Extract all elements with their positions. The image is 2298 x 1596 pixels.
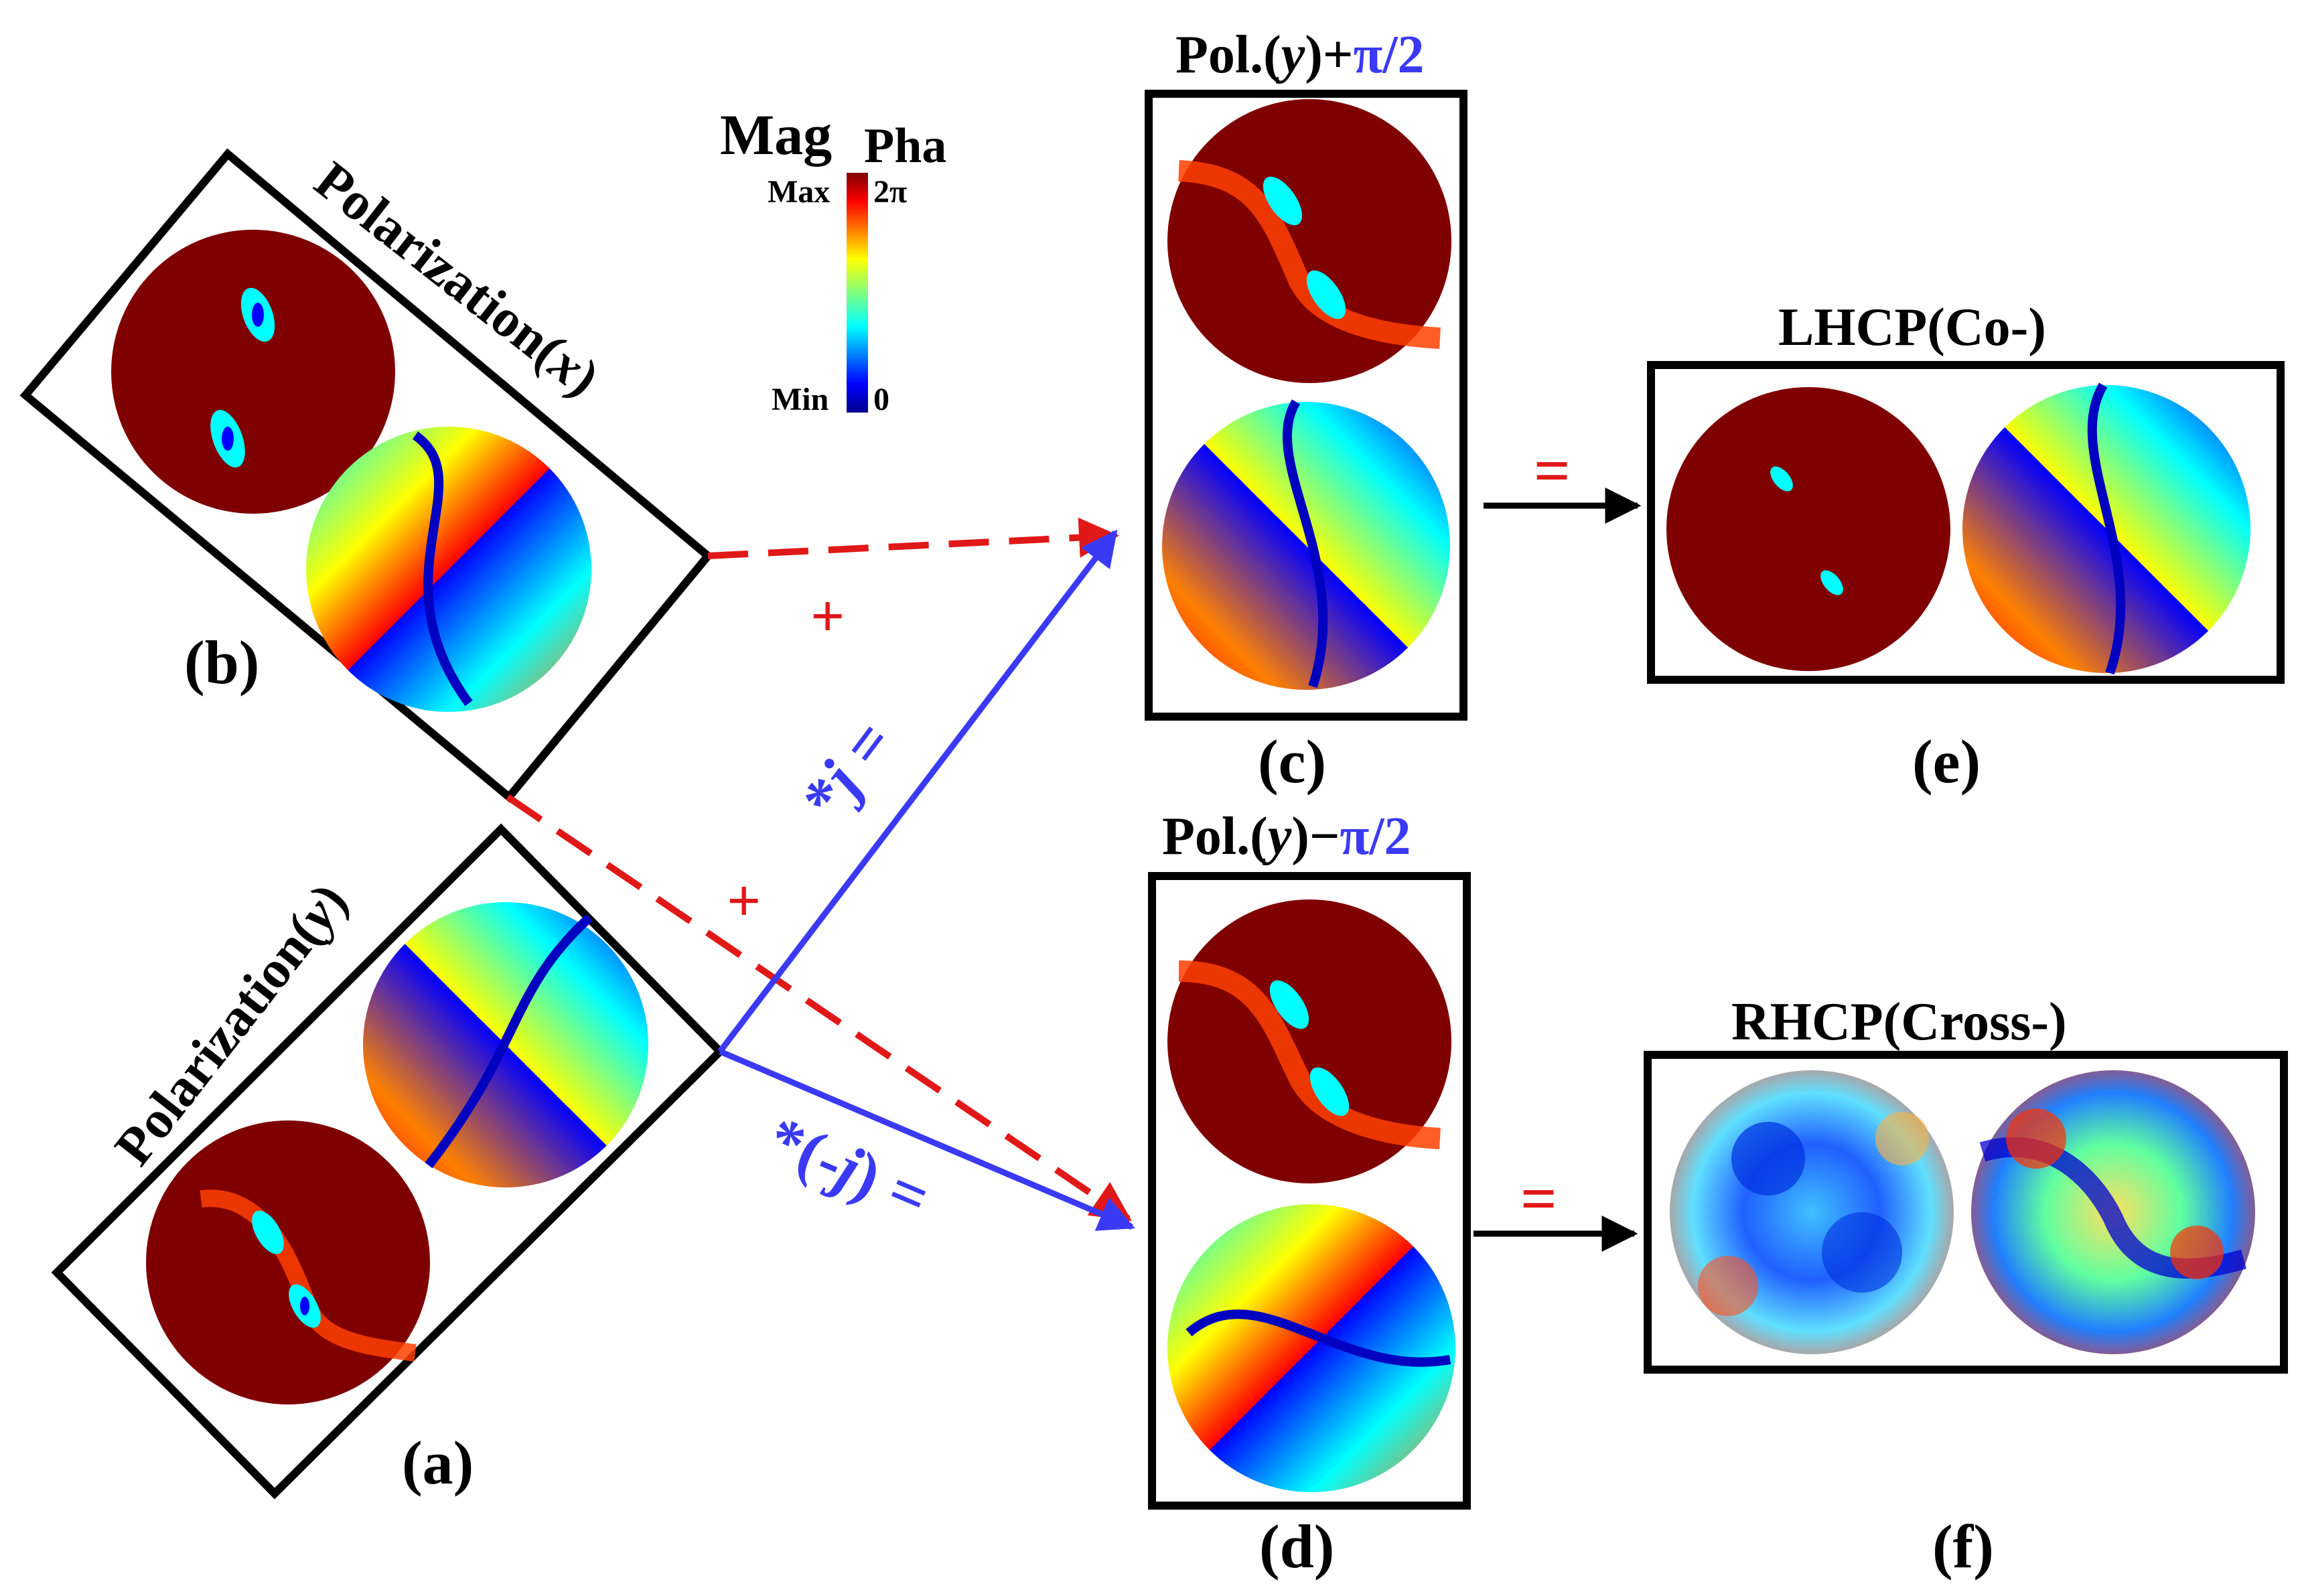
colorbar-mag-max: Max bbox=[768, 174, 830, 210]
panel-d-frame bbox=[1148, 872, 1471, 1510]
panel-b-label: (b) bbox=[184, 628, 259, 697]
blue-arrow-a-to-d bbox=[719, 1048, 1135, 1231]
panel-c-magnitude bbox=[1167, 99, 1451, 383]
panel-a: Polarization(y) (a) bbox=[51, 823, 726, 1500]
panel-e-label: (e) bbox=[1912, 727, 1981, 796]
red-dashed-arrow-b-to-d bbox=[506, 794, 1132, 1222]
colorbar-pha-title: Pha bbox=[864, 119, 946, 173]
panel-e-frame bbox=[1647, 361, 2285, 684]
times-neg-j-label: *(-j) = bbox=[758, 1102, 940, 1234]
panel-e: LHCP(Co-) (e) bbox=[1647, 298, 2285, 796]
panel-c-frame bbox=[1145, 90, 1467, 721]
colorbar-gradient bbox=[847, 173, 868, 413]
panel-f-phase bbox=[1971, 1070, 2255, 1354]
panel-b-magnitude bbox=[111, 230, 395, 514]
equals-arrows: = = bbox=[1474, 435, 1642, 1252]
equals-sign-d-to-f: = bbox=[1520, 1163, 1557, 1234]
panel-d-phase bbox=[1167, 1204, 1455, 1492]
panel-f-frame bbox=[1644, 1051, 2288, 1374]
plus-sign-b-to-d: + bbox=[727, 868, 761, 934]
colorbar-pha-min: 0 bbox=[873, 382, 889, 417]
equals-sign-c-to-e: = bbox=[1534, 435, 1571, 506]
red-dashed-arrow-b-to-c bbox=[707, 517, 1119, 559]
blue-arrow-a-to-c bbox=[717, 529, 1118, 1054]
panel-d-magnitude bbox=[1167, 899, 1451, 1183]
panel-a-magnitude bbox=[146, 1120, 430, 1404]
panel-b-phase bbox=[306, 427, 591, 712]
panel-d-title: Pol.(y)−π/2 bbox=[1162, 807, 1411, 866]
panel-d: Pol.(y)−π/2 (d) bbox=[1148, 807, 1471, 1581]
panel-c-label: (c) bbox=[1258, 727, 1326, 796]
panel-e-magnitude bbox=[1666, 387, 1950, 671]
panel-b: Polarization(x) (b) bbox=[19, 148, 714, 803]
colorbar-pha-max: 2π bbox=[873, 174, 907, 210]
panel-f-magnitude bbox=[1670, 1070, 1954, 1354]
plus-sign-b-to-c: + bbox=[810, 583, 845, 650]
times-j-label: *j = bbox=[788, 707, 907, 832]
panel-a-label: (a) bbox=[402, 1429, 474, 1497]
panel-f-label: (f) bbox=[1932, 1512, 1994, 1581]
colorbar-mag-title: Mag bbox=[720, 102, 832, 167]
panel-c-phase bbox=[1162, 399, 1450, 690]
colorbar-mag-min: Min bbox=[772, 382, 829, 417]
panel-f: RHCP(Cross-) (f) bbox=[1644, 993, 2288, 1581]
panel-c: Pol.(y)+π/2 (c) bbox=[1145, 25, 1467, 796]
colorbar: Mag Pha Max Min 2π 0 bbox=[720, 102, 946, 417]
panel-e-phase bbox=[1962, 382, 2250, 675]
panel-d-label: (d) bbox=[1259, 1512, 1334, 1581]
panel-a-phase bbox=[363, 902, 648, 1187]
panel-c-title: Pol.(y)+π/2 bbox=[1175, 25, 1425, 84]
panel-f-title: RHCP(Cross-) bbox=[1731, 993, 2067, 1051]
panel-e-title: LHCP(Co-) bbox=[1778, 298, 2046, 357]
